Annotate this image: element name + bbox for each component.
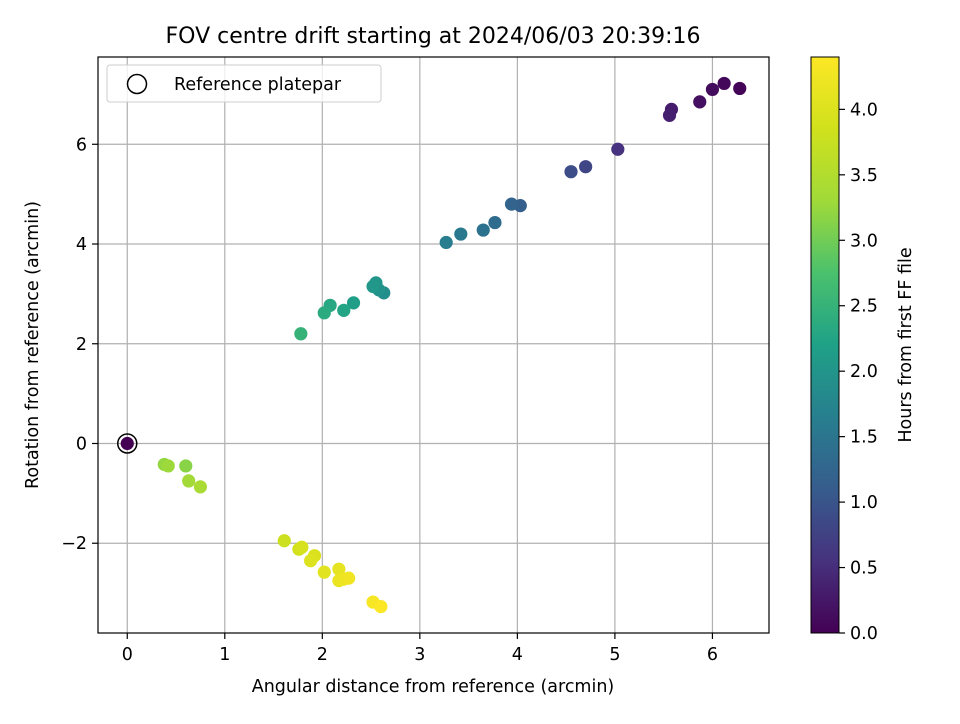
data-point [374,599,388,614]
data-point [488,215,502,230]
data-point [705,82,720,97]
colorbar-tick-label: 2.5 [850,297,878,317]
colorbar-tick-label: 4.0 [850,100,878,120]
data-point [337,303,351,317]
data-point [295,540,309,554]
y-tick-label: 4 [76,235,87,255]
data-point [304,554,318,568]
legend-entry-reference: Reference platepar [174,75,342,95]
reference-marker [117,433,138,454]
x-tick-label: 0 [122,645,133,665]
x-tick-label: 1 [219,645,230,665]
data-point [504,197,519,211]
legend-box [106,64,382,103]
data-point [346,296,361,310]
colorbar: 0.0 0.5 1.0 1.5 2.0 2.5 3.0 3.5 4.0 Hours from f… [810,56,916,644]
data-point [317,306,331,320]
data-point [439,235,453,250]
data-point [662,108,677,122]
x-tick-label: 2 [317,645,328,665]
x-axis: 0 1 2 3 4 5 6 [122,633,718,665]
data-point [611,142,625,156]
data-point [733,81,747,96]
colorbar-label: Hours from first FF file [896,247,916,442]
data-point [454,227,468,241]
data-point [277,534,291,548]
colorbar-tick-label: 1.0 [850,493,878,513]
chart-title: FOV centre drift starting at 2024/06/03 … [166,24,701,49]
legend: Reference platepar [106,64,382,103]
data-point [294,327,308,341]
data-point [179,459,193,473]
colorbar-tick-label: 0.5 [850,559,878,579]
y-tick-label: 6 [76,135,87,155]
data-point [366,279,380,294]
data-points [117,76,747,614]
data-point [120,436,134,451]
colorbar-tick-label: 0.0 [850,624,878,644]
data-point [332,562,346,576]
colorbar-ticks: 0.0 0.5 1.0 1.5 2.0 2.5 3.0 3.5 4.0 [839,100,878,644]
x-tick-label: 6 [707,645,718,665]
data-point [693,95,707,109]
colorbar-tick-label: 2.0 [850,362,878,382]
data-point [317,565,331,579]
colorbar-tick-label: 3.0 [850,231,878,251]
grid [98,57,769,633]
y-axis: −2 0 2 4 6 [61,135,98,554]
colorbar-gradient [810,56,840,634]
data-point [342,571,356,585]
plot-frame [97,56,770,634]
y-tick-label: −2 [61,534,87,554]
y-axis-label: Rotation from reference (arcmin) [23,201,43,489]
data-point [579,160,593,174]
x-axis-label: Angular distance from reference (arcmin) [252,677,615,697]
data-point [182,474,196,488]
x-tick-label: 4 [512,645,523,665]
x-tick-label: 5 [609,645,620,665]
y-tick-label: 0 [76,434,87,454]
data-point [193,480,208,494]
data-point [564,165,578,179]
colorbar-tick-label: 1.5 [850,428,878,448]
x-tick-label: 3 [414,645,425,665]
colorbar-tick-label: 3.5 [850,166,878,186]
data-point [476,223,490,237]
y-tick-label: 2 [76,335,87,355]
data-point [717,76,731,91]
data-point [161,459,175,473]
legend-marker-reference [126,73,148,95]
